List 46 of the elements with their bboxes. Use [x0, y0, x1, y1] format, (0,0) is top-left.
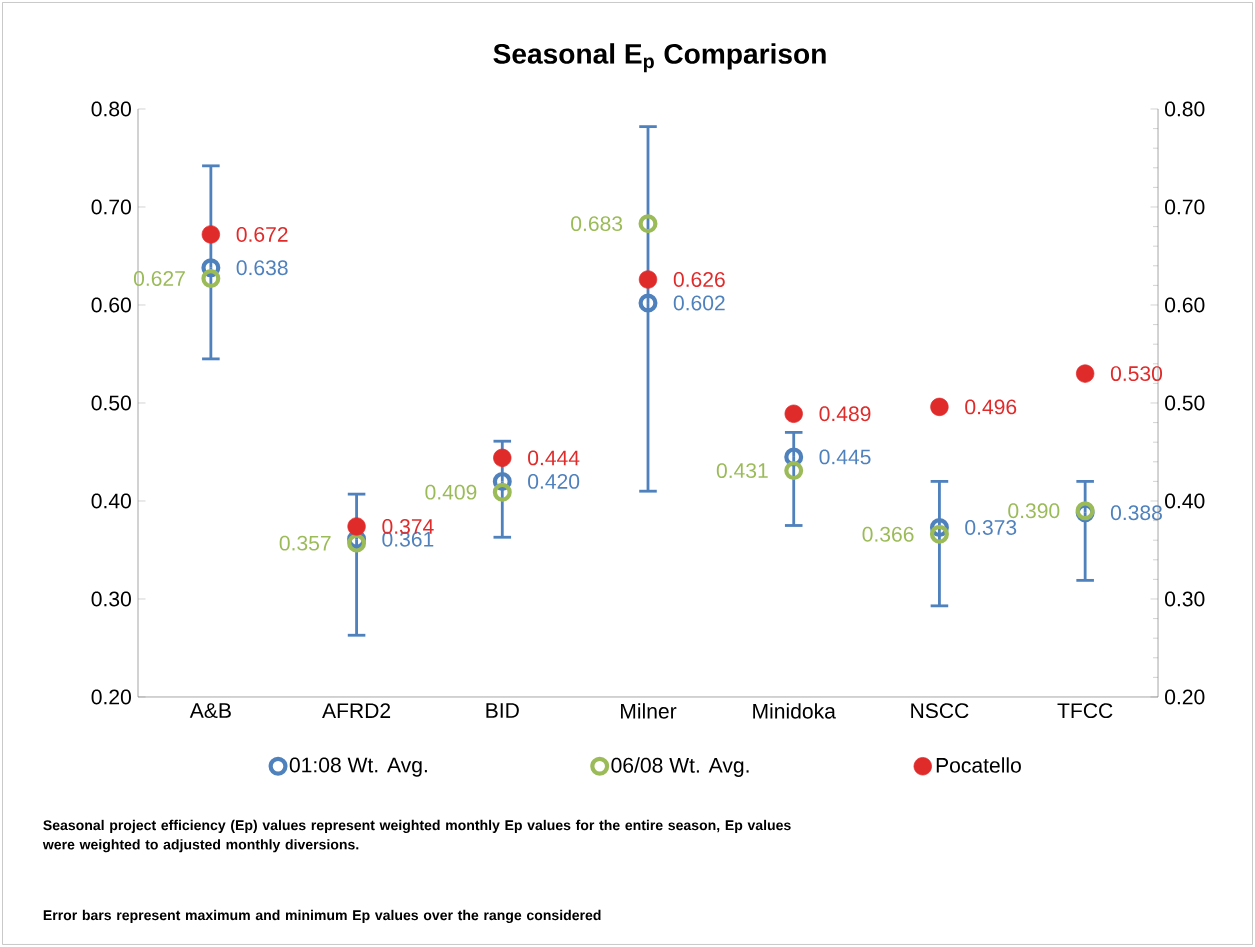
x-tick-label: AFRD2 [322, 703, 391, 718]
text: Error bars represent maximum and minimum Ep values over the range considered [43, 909, 601, 923]
data-label: 0.420 [528, 473, 580, 489]
data-label: 0.431 [716, 463, 768, 479]
y2-tick-label: 0.80 [1165, 101, 1205, 117]
y2-tick-label: 0.70 [1165, 199, 1205, 215]
data-label: 0.530 [1110, 366, 1163, 382]
data-label: 0.627 [133, 271, 185, 286]
y-tick-label: 0.80 [91, 101, 131, 117]
x-tick-label: NSCC [911, 703, 969, 719]
y-tick-label: 0.50 [91, 395, 131, 411]
data-label: 0.390 [1008, 503, 1060, 519]
data-label: 0.489 [819, 406, 871, 422]
y-tick-label: 0.20 [91, 689, 131, 705]
y2-tick-label: 0.30 [1165, 591, 1205, 607]
x-tick-label: TFCC [1057, 703, 1113, 719]
y2-tick-label: 0.20 [1165, 689, 1205, 705]
y2-tick-label: 0.50 [1165, 395, 1205, 411]
legend-label: Pocatello [936, 757, 1021, 773]
x-tick-label: Milner [621, 703, 677, 719]
y2-tick-label: 0.60 [1165, 297, 1205, 313]
data-label: 0.366 [862, 526, 914, 542]
y-tick-label: 0.30 [91, 591, 131, 607]
x-tick-label: BID [486, 703, 519, 718]
x-tick-label: A&B [189, 703, 231, 718]
data-label: 0.357 [279, 535, 331, 551]
data-label: 0.496 [965, 399, 1017, 415]
data-label: 0.444 [528, 450, 580, 466]
y-tick-label: 0.70 [91, 199, 131, 215]
y-tick-label: 0.40 [91, 493, 131, 509]
chart-title: Seasonal E$_{p}$ Comparison [493, 43, 826, 73]
text: Seasonal project efficiency (Ep) values represent weighted monthly Ep values for the entire season, Ep values were weighted to adjusted monthly diversions. [42, 819, 791, 853]
data-label: 0.638 [236, 260, 288, 276]
data-label: 0.445 [819, 449, 871, 465]
y2-tick-label: 0.40 [1165, 493, 1205, 509]
x-tick-label: Minidoka [753, 703, 836, 719]
y-tick-label: 0.60 [91, 297, 131, 313]
data-label: 0.683 [571, 216, 623, 232]
data-label: 0.626 [673, 272, 725, 287]
data-label: 0.672 [236, 226, 288, 242]
data-label: 0.602 [673, 295, 725, 311]
legend-label: 06/08 Wt. Avg. [611, 757, 749, 777]
legend-label: 01:08 Wt. Avg. [289, 757, 427, 777]
data-label: 0.373 [965, 519, 1017, 535]
data-label: 0.409 [425, 484, 477, 500]
data-label: 0.388 [1110, 505, 1162, 521]
